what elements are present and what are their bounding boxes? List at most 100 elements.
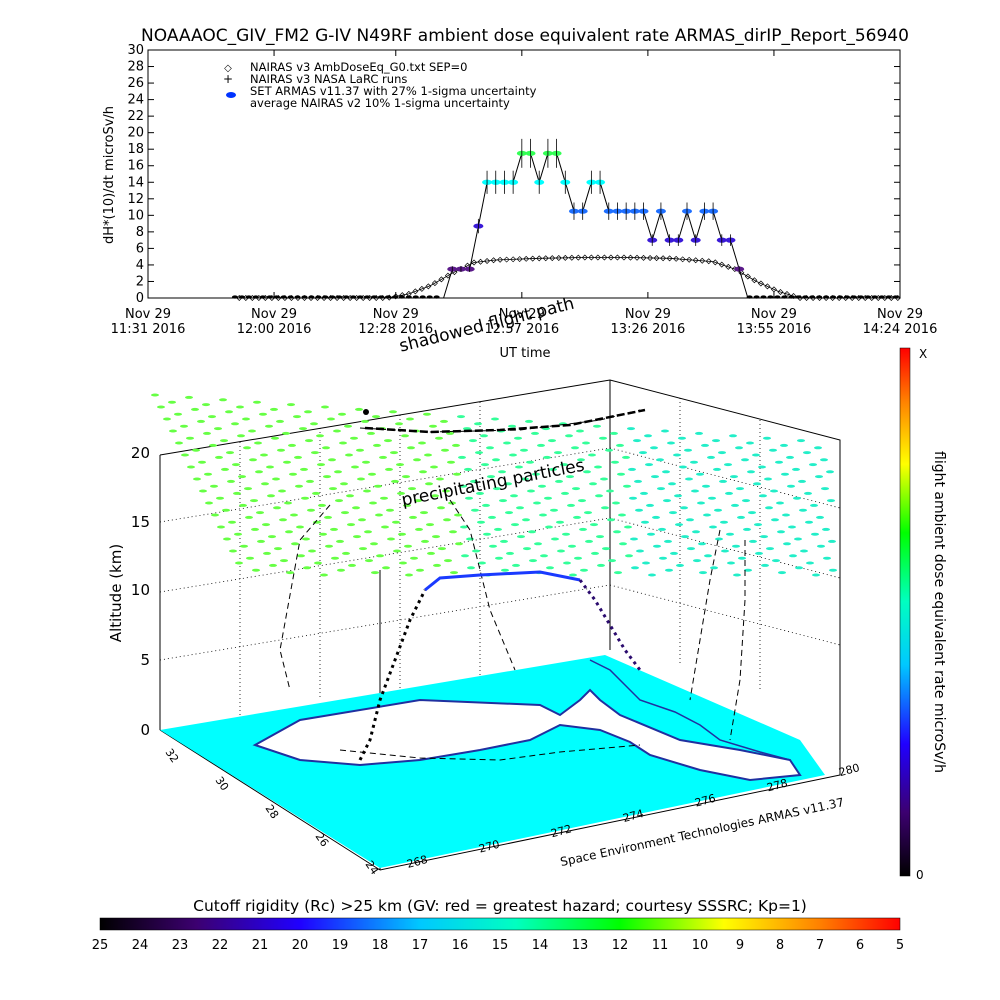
particle-mark	[702, 484, 710, 488]
particle-mark	[733, 573, 741, 577]
nairas-point	[679, 256, 686, 263]
particle-mark	[611, 460, 619, 464]
particle-mark	[403, 503, 411, 507]
particle-mark	[262, 523, 270, 527]
particle-mark	[501, 568, 509, 572]
particle-mark	[715, 537, 723, 541]
nairas-point	[744, 273, 751, 280]
particle-mark	[648, 573, 656, 577]
particle-mark	[387, 537, 395, 541]
trajectory-descent	[578, 579, 642, 671]
particle-mark	[787, 484, 795, 488]
particle-mark	[222, 508, 230, 512]
particle-mark	[312, 491, 320, 495]
armas-zero-point	[329, 295, 336, 299]
particle-mark	[617, 472, 625, 476]
particle-mark	[763, 436, 771, 440]
particle-mark	[788, 525, 796, 529]
particle-mark	[610, 431, 618, 435]
particle-mark	[600, 477, 608, 481]
particle-mark	[562, 532, 570, 536]
particle-mark	[537, 443, 545, 447]
armas-zero-point	[746, 295, 753, 299]
armas-zero-point	[343, 295, 350, 299]
particle-mark	[544, 496, 552, 500]
particle-mark	[498, 470, 506, 474]
nairas-point	[490, 257, 497, 264]
particle-mark	[373, 443, 381, 447]
particle-mark	[453, 472, 461, 476]
path-shadow-center	[449, 499, 516, 671]
particle-mark	[442, 489, 450, 493]
particle-mark	[749, 539, 757, 543]
particle-mark	[424, 453, 432, 457]
particle-mark	[322, 446, 330, 450]
rigidity-ticks: 25 24 23 22 21 20 19 18 17 16 15 14 13 12 11 10 9 8 7 6 5	[92, 938, 904, 953]
particle-mark	[335, 499, 343, 503]
particle-mark	[766, 547, 774, 551]
particle-mark	[420, 511, 428, 515]
nairas-point	[529, 255, 536, 262]
armas-zero-point	[245, 295, 252, 299]
armas-zero-point	[850, 295, 857, 299]
particle-mark	[390, 451, 398, 455]
particle-mark	[510, 494, 518, 498]
particle-mark	[591, 551, 599, 555]
series-armas	[231, 138, 899, 299]
rigidity-tick-label: 23	[172, 938, 189, 953]
particle-mark	[238, 475, 246, 479]
particle-mark	[635, 508, 643, 512]
rigidity-tick-label: 25	[92, 938, 109, 953]
particle-mark	[324, 515, 332, 519]
particle-mark	[492, 458, 500, 462]
particle-mark	[293, 415, 301, 419]
rigidity-tick-label: 21	[252, 938, 269, 953]
particle-mark	[401, 434, 409, 438]
y-tick-label: 6	[136, 241, 144, 256]
particle-mark	[418, 441, 426, 445]
particle-mark	[199, 489, 207, 493]
particle-mark	[713, 467, 721, 471]
particle-mark	[299, 427, 307, 431]
lon-tick-label: 272	[549, 822, 573, 840]
particle-mark	[747, 470, 755, 474]
particle-mark	[639, 451, 647, 455]
particle-mark	[540, 554, 548, 558]
legend-entry-larc: NAIRAS v3 NASA LaRC runs	[250, 72, 407, 86]
x-tick-label-time: 12:00 2016	[237, 322, 312, 337]
particle-mark	[695, 431, 703, 435]
particle-mark	[574, 556, 582, 560]
particle-mark	[338, 412, 346, 416]
particle-mark	[526, 460, 534, 464]
particle-mark	[567, 503, 575, 507]
particle-mark	[245, 515, 253, 519]
particle-mark	[261, 482, 269, 486]
particle-mark	[395, 422, 403, 426]
particle-mark	[684, 448, 692, 452]
particle-mark	[198, 460, 206, 464]
particle-mark	[311, 451, 319, 455]
particle-mark	[208, 415, 216, 419]
particle-mark	[528, 530, 536, 534]
particle-mark	[521, 477, 529, 481]
x-tick-label-date: Nov 29	[251, 307, 297, 322]
particle-mark	[220, 439, 228, 443]
colorbar-gradient	[899, 347, 911, 877]
particle-mark	[348, 563, 356, 567]
particle-mark	[249, 458, 257, 462]
particle-mark	[221, 467, 229, 471]
particle-mark	[325, 544, 333, 548]
particle-mark	[594, 465, 602, 469]
particle-mark	[310, 422, 318, 426]
z-tick-label: 0	[140, 721, 150, 739]
particle-mark	[640, 491, 648, 495]
armas-zero-point	[391, 295, 398, 299]
armas-zero-point	[308, 295, 315, 299]
particle-mark	[163, 417, 171, 421]
particle-mark	[347, 523, 355, 527]
colorbar-top-label: X	[919, 347, 927, 361]
y-tick-label: 16	[127, 159, 144, 174]
particle-mark	[374, 484, 382, 488]
particle-mark	[385, 467, 393, 471]
particle-mark	[256, 511, 264, 515]
